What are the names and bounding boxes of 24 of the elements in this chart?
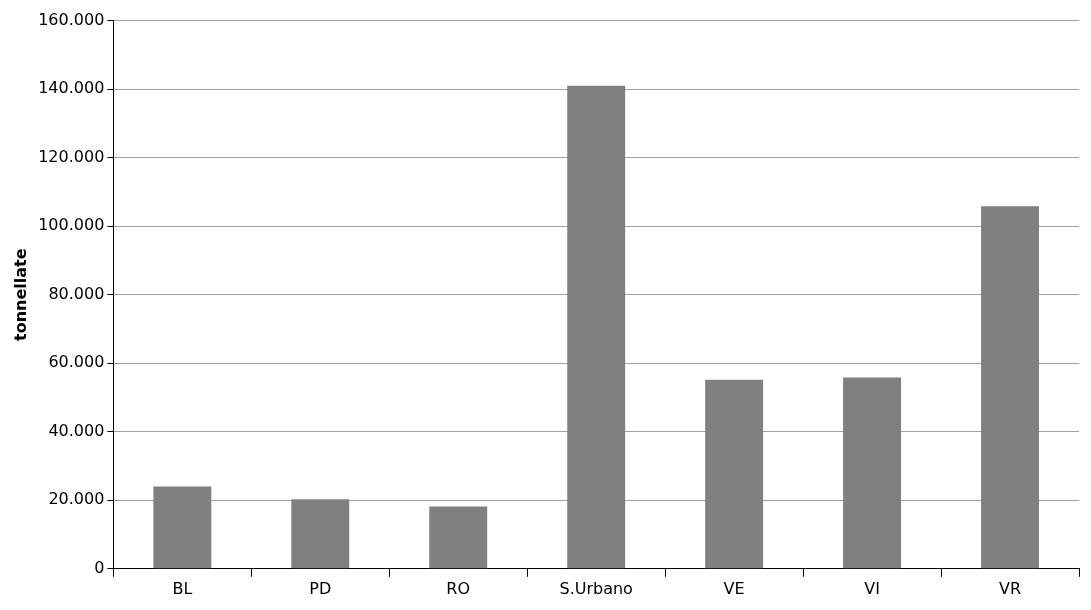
y-tick-label: 40.000 (48, 420, 105, 440)
y-tick-label: 160.000 (38, 9, 105, 29)
x-tick-label: VE (723, 578, 745, 598)
bar (567, 85, 626, 569)
y-tick-label: 60.000 (48, 352, 105, 372)
x-tick-label: VI (864, 578, 880, 598)
bar (981, 206, 1039, 569)
y-axis-title: tonnellate (10, 248, 30, 341)
y-tick-label: 0 (94, 557, 105, 577)
x-tick-label: S.Urbano (559, 578, 633, 598)
x-tick-label: VR (998, 578, 1022, 598)
x-tick-label: RO (446, 578, 471, 598)
bar (291, 499, 350, 569)
bar (843, 377, 902, 569)
x-tick-label: PD (309, 578, 332, 598)
y-tick-label: 20.000 (48, 489, 105, 509)
x-tick-label: BL (172, 578, 193, 598)
y-tick-label: 120.000 (38, 146, 105, 166)
bar (429, 506, 488, 569)
bar (153, 486, 212, 569)
y-tick-label: 140.000 (38, 78, 105, 98)
y-tick-label: 80.000 (48, 283, 105, 303)
bar (705, 379, 764, 569)
y-tick-label: 100.000 (38, 215, 105, 235)
